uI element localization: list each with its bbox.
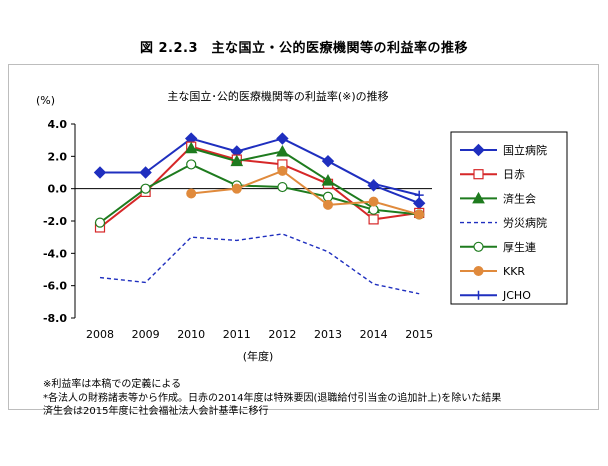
y-axis-unit-label: (%) xyxy=(36,94,55,107)
data-point xyxy=(277,181,288,193)
data-point xyxy=(184,141,198,154)
y-tick-label: -4.0 xyxy=(43,247,67,260)
legend-entry: 労災病院 xyxy=(460,216,547,230)
legend-label: JCHO xyxy=(502,289,531,302)
x-tick-label: 2008 xyxy=(86,328,114,341)
chart-title: 主な国立･公的医療機関等の利益率(※)の推移 xyxy=(167,89,388,103)
data-point xyxy=(323,199,333,210)
series-5 xyxy=(94,159,425,228)
data-point xyxy=(321,174,335,186)
data-point xyxy=(276,132,289,145)
data-point xyxy=(186,159,197,170)
data-point xyxy=(321,154,335,168)
data-point xyxy=(368,196,379,207)
x-tick-label: 2010 xyxy=(177,328,205,341)
y-tick-label: 0.0 xyxy=(48,183,68,196)
legend-entry: 済生会 xyxy=(460,191,536,205)
y-tick-label: -2.0 xyxy=(43,215,67,228)
legend-label: 労災病院 xyxy=(503,216,547,230)
footnotes: ※利益率は本稿での定義による *各法人の財務諸表等から作成。日赤の2014年度は… xyxy=(43,378,501,419)
x-tick-label: 2013 xyxy=(314,328,342,341)
legend-label: 厚生連 xyxy=(503,240,536,254)
chart-frame xyxy=(8,64,599,410)
data-point xyxy=(369,179,379,189)
legend-entry: 国立病院 xyxy=(460,143,547,157)
legend-marker xyxy=(473,266,484,276)
legend-marker xyxy=(473,241,484,252)
y-tick-label: 2.0 xyxy=(48,150,68,163)
series-line xyxy=(191,169,420,216)
data-point xyxy=(231,183,242,194)
legend-marker xyxy=(473,169,484,180)
data-point xyxy=(186,188,197,199)
data-point xyxy=(140,183,151,194)
x-axis-label: (年度) xyxy=(243,349,274,363)
data-point xyxy=(230,154,244,167)
axes: 4.0 2.0 0.0 -2.0 -4.0 -6.0 -8.0 2008 2009 2010 201… xyxy=(43,118,433,341)
data-point xyxy=(414,190,424,200)
data-point xyxy=(93,166,107,179)
data-point xyxy=(139,166,152,179)
series-line xyxy=(373,182,420,197)
legend-label: 日赤 xyxy=(503,168,525,181)
series-line xyxy=(99,163,420,224)
series-7 xyxy=(369,179,424,200)
series-6 xyxy=(186,165,425,220)
data-point xyxy=(276,144,289,157)
legend-entry: KKR xyxy=(460,265,525,278)
series-line xyxy=(99,233,420,295)
data-point xyxy=(94,217,106,228)
legend-entry: 日赤 xyxy=(460,168,525,181)
legend-entry: JCHO xyxy=(460,289,531,302)
footnote-3: 済生会は2015年度に社会福祉法人会計基準に移行 xyxy=(43,406,269,417)
legend-label: 済生会 xyxy=(503,191,536,205)
x-tick-label: 2014 xyxy=(360,328,388,341)
series-line xyxy=(100,137,420,205)
y-tick-label: 4.0 xyxy=(48,118,68,131)
x-tick-label: 2009 xyxy=(132,328,160,341)
footnote-2: *各法人の財務諸表等から作成。日赤の2014年度は特殊要因(退職給付引当金の追加… xyxy=(43,392,502,404)
series-4 xyxy=(99,233,420,295)
legend-box xyxy=(450,131,568,305)
data-point xyxy=(277,165,288,176)
y-tick-label: -8.0 xyxy=(43,312,67,325)
data-point xyxy=(368,214,379,225)
y-tick-label: -6.0 xyxy=(43,280,67,293)
legend-label: KKR xyxy=(503,265,525,278)
x-tick-label: 2015 xyxy=(405,328,433,341)
legend-marker xyxy=(474,290,483,300)
footnote-1: ※利益率は本稿での定義による xyxy=(43,379,182,390)
x-tick-label: 2012 xyxy=(268,328,296,341)
legend-marker xyxy=(472,191,485,204)
legend-entry: 厚生連 xyxy=(460,240,536,254)
x-tick-label: 2011 xyxy=(223,328,251,341)
figure-title: 図 2.2.3 主な国立・公的医療機関等の利益率の推移 xyxy=(139,41,469,56)
series-lines xyxy=(93,132,426,295)
data-point xyxy=(414,209,425,220)
legend-marker xyxy=(472,143,485,157)
legend-label: 国立病院 xyxy=(503,143,547,157)
